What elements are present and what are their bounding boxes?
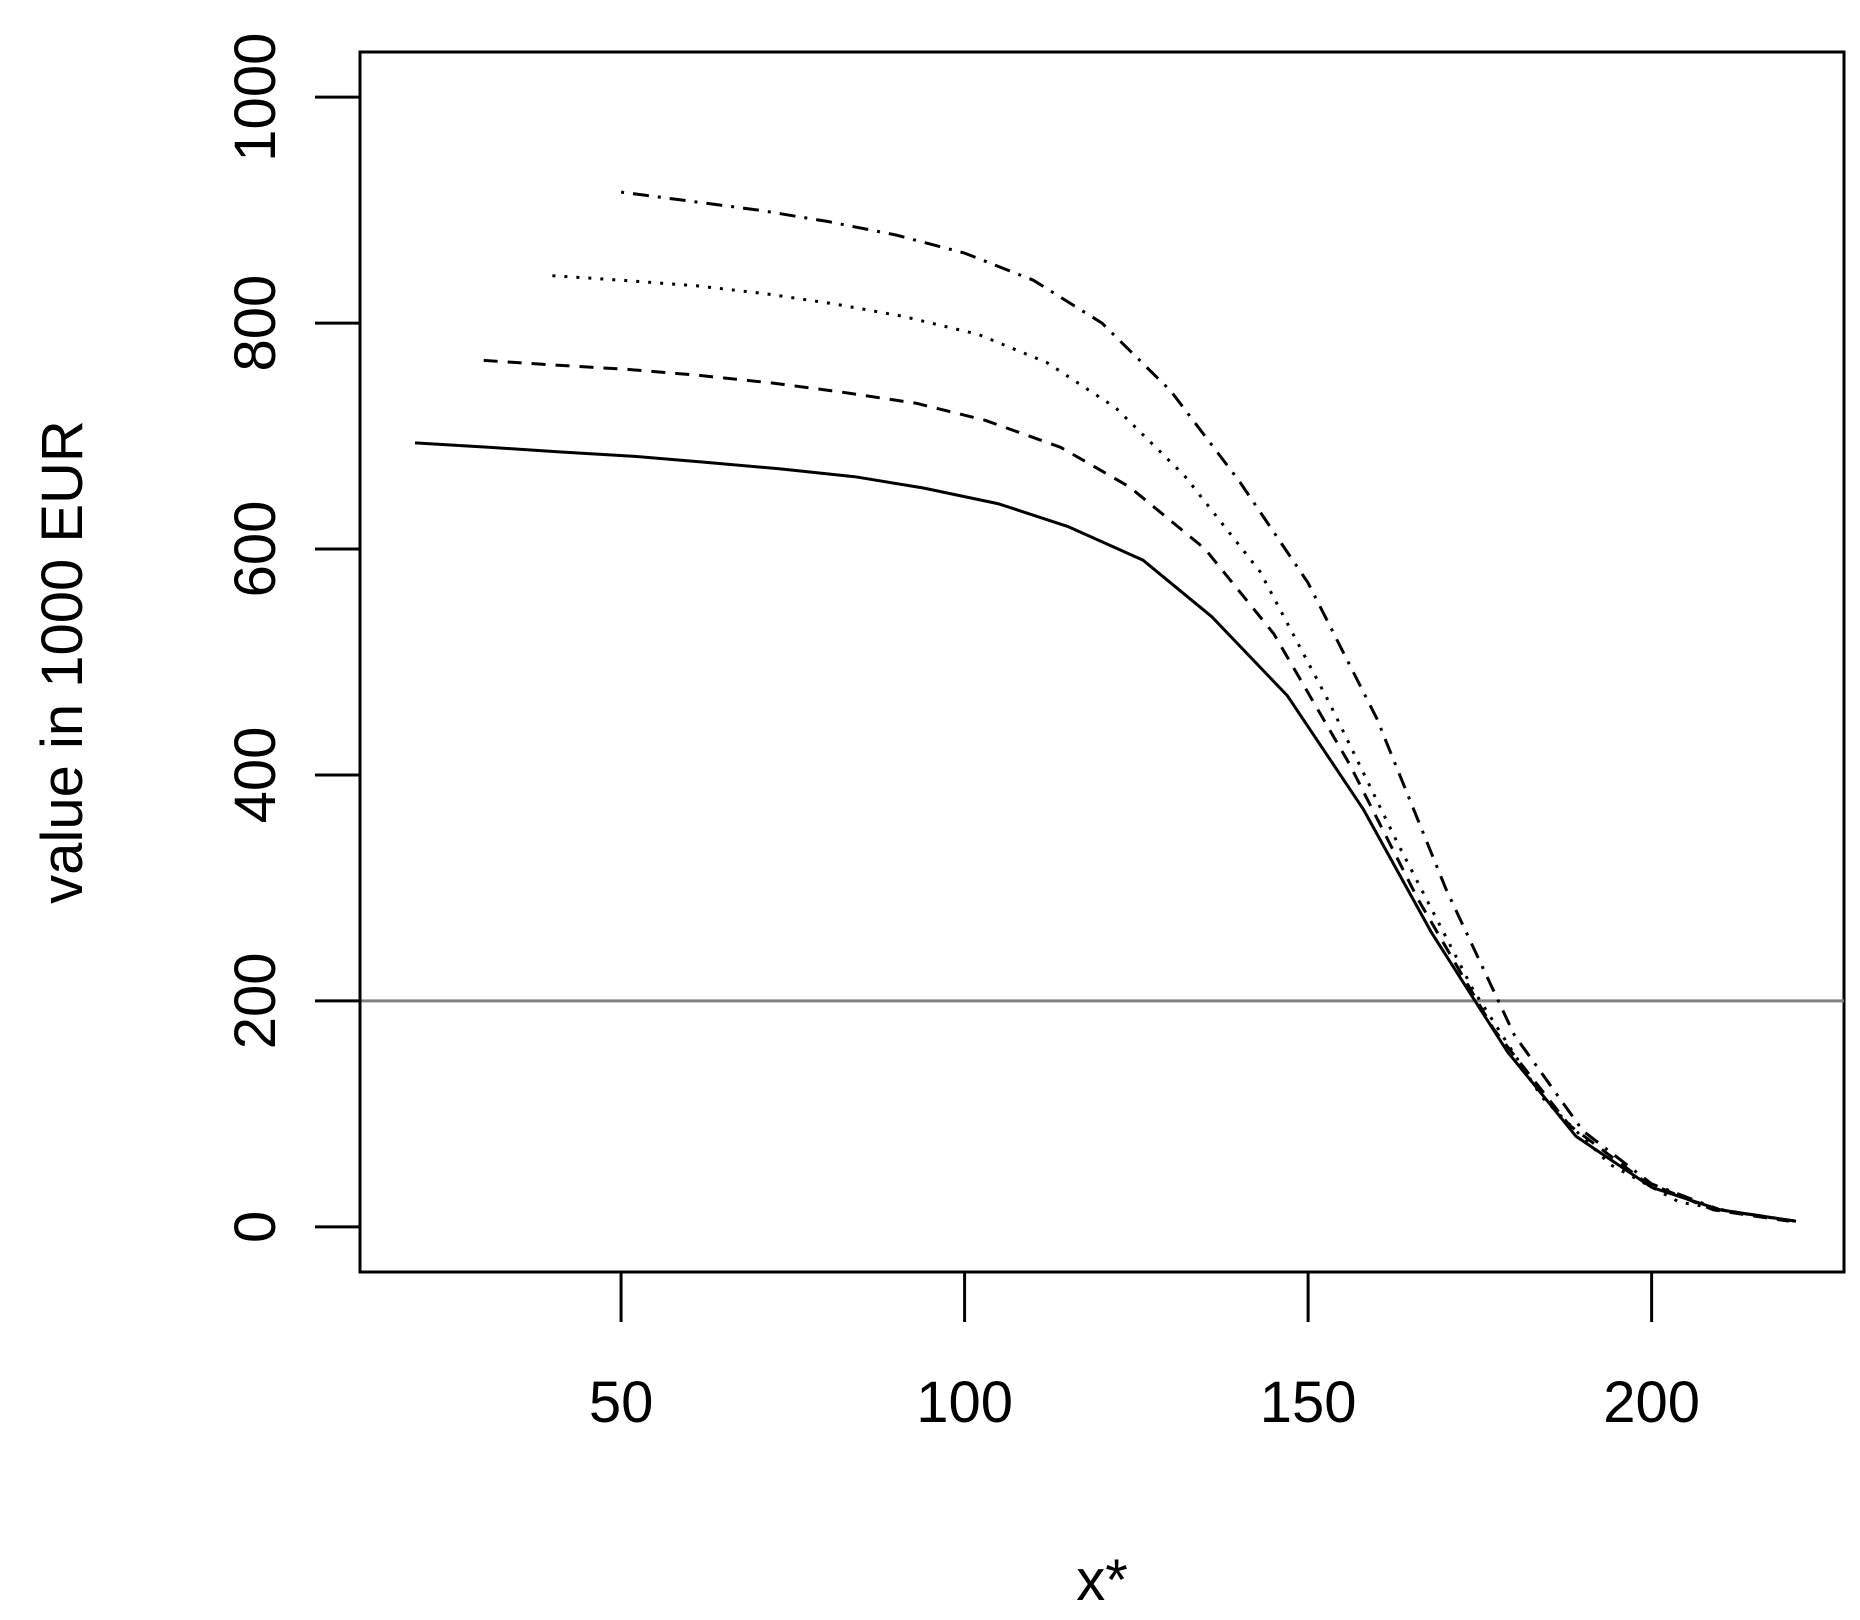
y-tick-label: 400 (223, 727, 288, 824)
x-tick-label: 200 (1603, 1370, 1700, 1435)
series-group (414, 190, 1797, 1223)
y-tick-label: 200 (223, 952, 288, 1049)
series-line-3 (552, 274, 1797, 1223)
y-tick-label: 800 (223, 275, 288, 372)
y-axis-title: value in 1000 EUR (30, 420, 95, 904)
y-axis: 0 200 400 600 800 1000 (223, 33, 362, 1243)
x-tick-label: 100 (916, 1370, 1013, 1435)
x-tick-label: 150 (1260, 1370, 1357, 1435)
x-tick-label: 50 (589, 1370, 654, 1435)
y-tick-label: 600 (223, 501, 288, 598)
x-axis: 50 100 150 200 (589, 1270, 1700, 1435)
x-axis-title: x* (1076, 1548, 1128, 1613)
y-tick-label: 1000 (223, 33, 288, 162)
plot-frame (358, 50, 1846, 1274)
y-tick-label: 0 (223, 1211, 288, 1243)
series-line-2 (483, 358, 1790, 1223)
series-line-1 (414, 441, 1797, 1223)
series-line-4 (620, 190, 1797, 1223)
